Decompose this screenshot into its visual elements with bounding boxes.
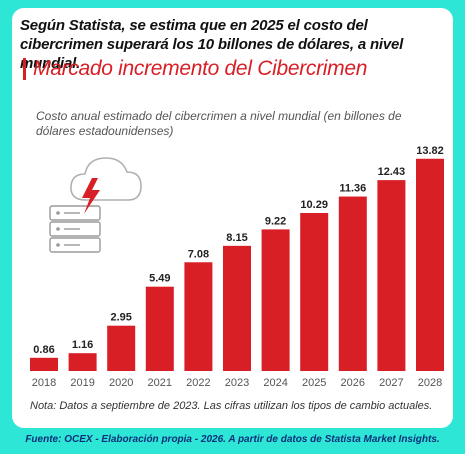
bar-2025 — [300, 212, 329, 371]
x-tick-2020: 2020 — [109, 377, 133, 389]
value-label-2021: 5.49 — [149, 273, 170, 285]
bars-group — [30, 158, 444, 371]
value-label-2023: 8.15 — [226, 232, 247, 244]
bar-2024 — [261, 229, 290, 371]
bar-2019 — [68, 353, 97, 371]
value-label-2028: 13.82 — [416, 145, 444, 157]
bar-2020 — [107, 325, 136, 371]
bar-2026 — [338, 196, 367, 371]
bar-2018 — [30, 357, 58, 371]
bar-2028 — [416, 158, 444, 371]
value-label-2020: 2.95 — [110, 312, 131, 324]
x-tick-2026: 2026 — [341, 377, 365, 389]
x-tick-2028: 2028 — [418, 377, 442, 389]
chart-title-block: Marcado incremento del Cibercrimen — [23, 58, 433, 80]
value-label-2022: 7.08 — [188, 248, 209, 260]
bar-2023 — [223, 245, 251, 371]
x-tick-2021: 2021 — [148, 377, 172, 389]
x-tick-2027: 2027 — [379, 377, 403, 389]
value-label-2024: 9.22 — [265, 215, 286, 227]
x-tick-2024: 2024 — [263, 377, 287, 389]
chart-title: Marcado incremento del Cibercrimen — [33, 57, 368, 80]
bar-2021 — [145, 286, 174, 371]
source-line: Fuente: OCEX - Elaboración propia - 2026… — [25, 434, 440, 445]
x-tick-labels-group: 2018 2019 2020 2021 2022 2023 2024 2025 2026 2027… — [32, 377, 442, 389]
bar-2027 — [377, 180, 406, 371]
x-tick-2019: 2019 — [70, 377, 94, 389]
x-tick-2022: 2022 — [186, 377, 210, 389]
cloud-server-lightning-icon — [49, 157, 142, 253]
bar-2022 — [184, 262, 213, 371]
x-tick-2018: 2018 — [32, 377, 56, 389]
value-label-2026: 11.36 — [339, 183, 366, 195]
value-label-2025: 10.29 — [300, 199, 328, 211]
value-label-2018: 0.86 — [33, 344, 54, 356]
value-label-2027: 12.43 — [378, 166, 406, 178]
value-label-2019: 1.16 — [72, 339, 93, 351]
chart-subtitle: Costo anual estimado del cibercrimen a n… — [36, 109, 402, 138]
footnote: Nota: Datos a septiembre de 2023. Las ci… — [30, 400, 433, 412]
headline: Según Statista, se estima que en 2025 el… — [20, 17, 404, 72]
value-labels-group: 0.86 1.16 2.95 5.49 7.08 8.15 9.22 10.29 11.36 12… — [33, 145, 443, 356]
x-tick-2023: 2023 — [225, 377, 249, 389]
x-tick-2025: 2025 — [302, 377, 326, 389]
